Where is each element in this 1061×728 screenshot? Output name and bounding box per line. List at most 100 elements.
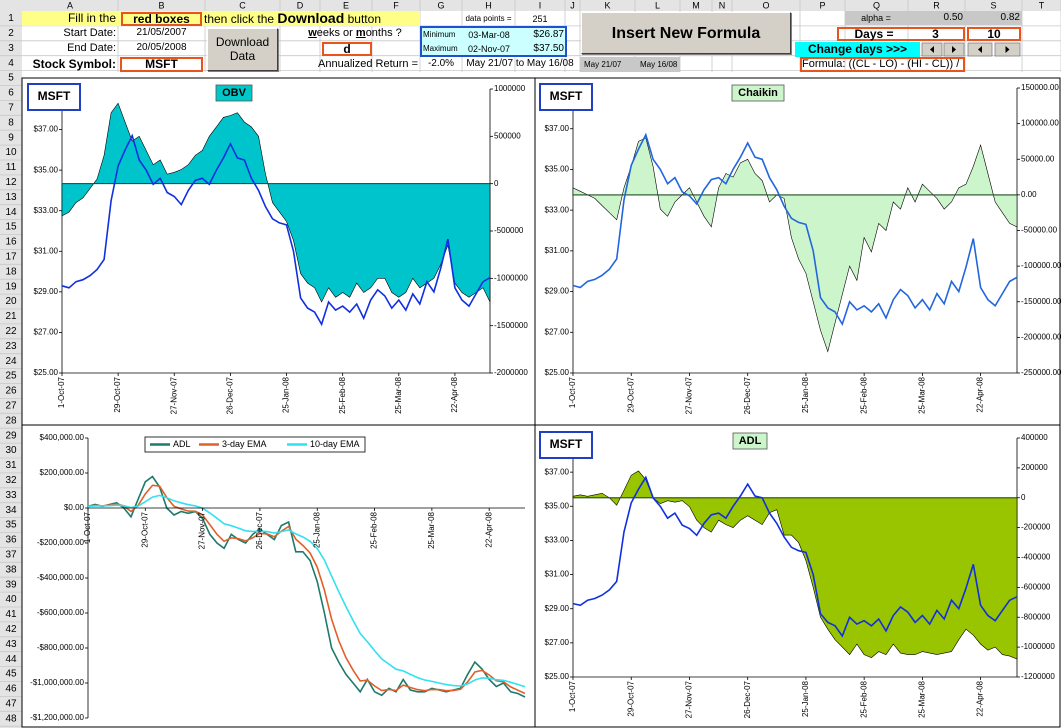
x-tick-label: 22-Apr-08 bbox=[976, 680, 985, 716]
line bbox=[61, 133, 491, 327]
line bbox=[572, 132, 1018, 327]
cell-input[interactable]: 10 bbox=[967, 27, 1021, 41]
y-tick-label: -$800,000.00 bbox=[37, 643, 85, 652]
row-header: 11 bbox=[6, 162, 17, 173]
y2-tick-label: -1500000 bbox=[494, 321, 528, 330]
y-tick-label: $25.00 bbox=[545, 368, 570, 377]
x-tick-label: 27-Nov-07 bbox=[685, 680, 694, 718]
row-header: 1 bbox=[8, 13, 14, 24]
y2-tick-label: 150000.00 bbox=[1021, 83, 1059, 92]
column-header: A bbox=[67, 0, 73, 10]
x-tick-label: 26-Dec-07 bbox=[255, 511, 264, 549]
x-tick-label: 26-Dec-07 bbox=[743, 680, 752, 718]
x-tick-label: 25-Feb-08 bbox=[859, 680, 868, 717]
x-tick-label: 25-Feb-08 bbox=[338, 376, 347, 413]
cell: 21/05/2007 bbox=[136, 27, 187, 38]
y-tick-label: $37.00 bbox=[545, 467, 570, 476]
cell: Stock Symbol: bbox=[32, 57, 116, 71]
x-tick-label: 27-Nov-07 bbox=[685, 376, 694, 414]
y-tick-label: $33.00 bbox=[545, 536, 570, 545]
row-header: 5 bbox=[8, 73, 14, 84]
cell-input[interactable]: red boxes bbox=[121, 12, 202, 26]
row-header: 29 bbox=[5, 430, 17, 441]
spinner-button[interactable] bbox=[921, 42, 943, 57]
y-tick-label: $400,000.00 bbox=[40, 433, 85, 442]
spinner-button[interactable] bbox=[994, 42, 1021, 57]
cell: 20/05/2008 bbox=[136, 42, 187, 53]
cell-input[interactable]: d bbox=[322, 42, 372, 56]
column-header: H bbox=[485, 0, 492, 10]
cell: Minimum bbox=[423, 30, 456, 39]
y-tick-label: $37.00 bbox=[34, 125, 59, 134]
y-tick-label: $29.00 bbox=[545, 604, 570, 613]
column-header: F bbox=[393, 0, 399, 10]
cell-input[interactable] bbox=[837, 27, 965, 41]
line bbox=[87, 484, 526, 695]
row-header: 47 bbox=[5, 699, 17, 710]
cell: Annualized Return = bbox=[318, 58, 418, 70]
column-header: C bbox=[239, 0, 246, 10]
cell: 0.50 bbox=[943, 12, 963, 23]
y2-tick-label: -800000 bbox=[1021, 612, 1051, 621]
insert-formula-button[interactable]: Insert New Formula bbox=[581, 12, 791, 54]
row-header: 30 bbox=[5, 445, 17, 456]
y-tick-label: $27.00 bbox=[545, 327, 570, 336]
y2-tick-label: 400000 bbox=[1021, 433, 1048, 442]
row-header: 46 bbox=[5, 684, 17, 695]
highlight bbox=[845, 11, 1022, 25]
legend-label: 10-day EMA bbox=[310, 439, 360, 449]
cell: 251 bbox=[532, 14, 548, 24]
y-tick-label: $35.00 bbox=[545, 165, 570, 174]
y2-tick-label: -2000000 bbox=[494, 368, 528, 377]
row-header: 3 bbox=[8, 43, 14, 54]
y2-tick-label: -600000 bbox=[1021, 582, 1051, 591]
download-button[interactable]: Download Data bbox=[207, 28, 278, 71]
x-tick-label: 27-Nov-07 bbox=[169, 376, 178, 414]
cell-input[interactable]: MSFT bbox=[120, 57, 203, 72]
y-tick-label: $31.00 bbox=[34, 246, 59, 255]
cell: 03-Mar-08 bbox=[468, 30, 510, 40]
y-tick-label: -$600,000.00 bbox=[37, 608, 85, 617]
chart-frame bbox=[21, 424, 536, 728]
symbol-badge bbox=[539, 431, 593, 459]
cell: $26.87 bbox=[533, 29, 564, 40]
row-header: 4 bbox=[8, 58, 14, 69]
y2-tick-label: -500000 bbox=[494, 226, 524, 235]
column-header: I bbox=[539, 0, 542, 10]
cell: 3 bbox=[932, 27, 939, 41]
symbol-badge bbox=[27, 83, 81, 111]
legend bbox=[144, 436, 366, 453]
y2-tick-label: -250000.00 bbox=[1021, 368, 1061, 377]
spinner-button[interactable] bbox=[967, 42, 993, 57]
row-header: 13 bbox=[5, 192, 17, 203]
row-header: 26 bbox=[5, 386, 17, 397]
y-tick-label: -$400,000.00 bbox=[37, 573, 85, 582]
column-header: O bbox=[762, 0, 769, 10]
cell: May 21/07 bbox=[584, 60, 622, 69]
column-header: T bbox=[1039, 0, 1045, 10]
chart-title-box bbox=[732, 432, 768, 450]
column-header: R bbox=[933, 0, 940, 10]
row-header: 37 bbox=[5, 550, 17, 561]
x-tick-label: 25-Mar-08 bbox=[427, 511, 436, 548]
column-header: E bbox=[343, 0, 349, 10]
spinner-arrow bbox=[978, 46, 982, 53]
row-header: 9 bbox=[8, 132, 14, 143]
row-header: 10 bbox=[5, 147, 17, 158]
area bbox=[572, 470, 1018, 660]
y-tick-label: $37.00 bbox=[545, 124, 570, 133]
y2-tick-label: 50000.00 bbox=[1021, 154, 1055, 163]
spinner-button[interactable] bbox=[943, 42, 965, 57]
row-header: 12 bbox=[5, 177, 17, 188]
x-tick-label: 25-Mar-08 bbox=[917, 680, 926, 717]
x-tick-label: 1-Oct-07 bbox=[568, 680, 577, 712]
min-max-box bbox=[420, 26, 567, 57]
x-tick-label: 29-Oct-07 bbox=[626, 680, 635, 716]
row-header: 36 bbox=[5, 535, 17, 546]
x-tick-label: 29-Oct-07 bbox=[140, 511, 149, 547]
cell: data points = bbox=[465, 14, 512, 23]
y2-tick-label: 0 bbox=[494, 179, 499, 188]
x-tick-label: 25-Mar-08 bbox=[917, 376, 926, 413]
text: w bbox=[308, 27, 317, 39]
